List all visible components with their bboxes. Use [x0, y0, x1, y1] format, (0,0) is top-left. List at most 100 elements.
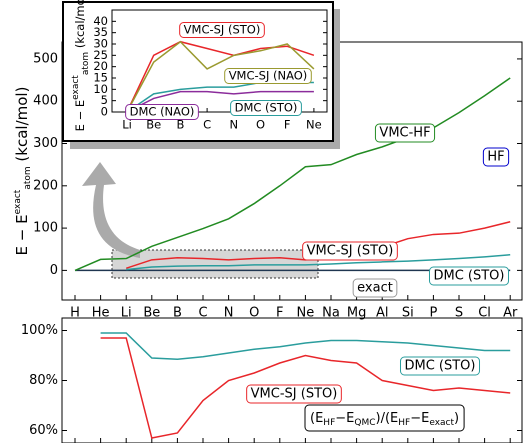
y-axis-label-part: E − E — [13, 214, 31, 255]
series-line — [100, 337, 511, 439]
y-axis-label-part: atom — [23, 166, 33, 189]
x-tick-label: Ne — [297, 306, 315, 321]
series-line — [126, 40, 315, 113]
annotation-box — [179, 22, 265, 38]
formula-part: HF — [323, 418, 335, 428]
x-tick-label: He — [92, 306, 110, 321]
annotation: exact — [357, 281, 393, 296]
formula-box — [304, 404, 465, 432]
y-axis-label: E − Eexactatom (kcal/mol) — [71, 0, 91, 131]
formula-part: exact — [429, 418, 454, 428]
x-tick-label: F — [284, 118, 291, 132]
series-line — [126, 253, 511, 271]
y-axis-label-part: exact — [71, 75, 81, 100]
y-tick-label: 100% — [21, 323, 58, 338]
x-tick-label: Na — [322, 306, 340, 321]
x-tick-label: Be — [143, 306, 160, 321]
annotation: DMC (STO) — [404, 359, 475, 374]
x-tick-label: B — [173, 306, 182, 321]
y-tick-label: 0 — [101, 105, 108, 119]
formula-part: −E — [335, 411, 354, 426]
x-tick-label: Si — [402, 306, 414, 321]
y-tick-label: 15 — [93, 71, 108, 85]
x-tick-label: Li — [122, 118, 132, 132]
y-tick-label: 500 — [33, 51, 58, 66]
y-tick-label: 100 — [33, 221, 58, 236]
formula: (EHF−EQMC)/(EHF−Eexact) — [310, 411, 459, 428]
annotation-box — [428, 266, 510, 286]
formula-part: (E — [310, 411, 323, 426]
annotation: VMC-SJ (STO) — [307, 244, 394, 259]
y-axis-label-part: E − E — [73, 100, 87, 131]
x-tick-label: P — [429, 306, 437, 321]
y-tick-label: 400 — [33, 94, 58, 109]
annotation-box — [246, 384, 342, 404]
formula-part: ) — [454, 411, 459, 426]
annotation: VMC-HF — [379, 126, 430, 141]
annotation: VMC-SJ (STO) — [184, 23, 261, 37]
series-line — [74, 77, 511, 272]
x-tick-label: N — [224, 306, 234, 321]
x-tick-label: S — [455, 306, 463, 321]
series-line — [100, 332, 511, 361]
annotation-box — [302, 241, 398, 261]
y-axis-label-part: exact — [13, 189, 23, 214]
formula-part: )/(E — [376, 411, 399, 426]
x-tick-label: Ar — [503, 306, 518, 321]
x-tick-label: C — [203, 118, 211, 132]
x-tick-label: Li — [121, 306, 132, 321]
series-line — [126, 90, 314, 113]
series-line — [126, 40, 315, 113]
y-axis-label-part: (kcal/mol) — [73, 0, 87, 52]
annotation: DMC (NAO) — [130, 105, 195, 119]
y-axis-label-part: atom — [81, 52, 91, 75]
x-tick-label: Ne — [306, 118, 322, 132]
x-tick-label: C — [198, 306, 207, 321]
y-tick-label: 60% — [29, 423, 58, 438]
y-tick-label: 80% — [29, 373, 58, 388]
formula-part: −E — [410, 411, 429, 426]
annotation-box — [125, 104, 199, 120]
y-tick-label: 300 — [33, 136, 58, 151]
annotation: DMC (STO) — [433, 269, 504, 284]
zoom-arrow — [82, 162, 140, 258]
x-tick-label: Mg — [347, 306, 366, 321]
annotation-box — [230, 100, 302, 116]
annotation-box — [224, 68, 312, 84]
x-tick-label: O — [256, 118, 265, 132]
annotation: HF — [487, 150, 504, 165]
annotation: VMC-SJ (STO) — [251, 387, 338, 402]
y-axis-label-part: (kcal/mol) — [13, 87, 31, 167]
x-tick-label: Al — [376, 306, 389, 321]
annotation: VMC-SJ (NAO) — [229, 69, 308, 83]
y-tick-label: 0 — [50, 263, 58, 278]
y-tick-label: 25 — [93, 48, 108, 62]
y-axis-label: E − Eexactatom (kcal/mol) — [13, 87, 33, 256]
x-tick-label: H — [70, 306, 80, 321]
y-tick-label: 40 — [93, 14, 108, 28]
annotation-box — [399, 356, 481, 376]
formula-part: QMC — [354, 418, 375, 428]
y-tick-label: 10 — [93, 82, 108, 96]
zoom-region — [111, 249, 319, 279]
y-tick-label: 200 — [33, 178, 58, 193]
x-tick-label: Cl — [478, 306, 491, 321]
formula-part: HF — [398, 418, 410, 428]
y-tick-label: 5 — [101, 93, 108, 107]
y-tick-label: 30 — [93, 37, 108, 51]
annotation: DMC (STO) — [235, 101, 298, 115]
x-tick-label: B — [176, 118, 184, 132]
x-tick-label: N — [229, 118, 238, 132]
annotation-box — [374, 123, 436, 143]
x-tick-label: O — [249, 306, 259, 321]
y-tick-label: 20 — [93, 59, 108, 73]
x-tick-label: F — [276, 306, 283, 321]
y-tick-label: 35 — [93, 25, 108, 39]
ratio-chart: 60%80%100%DMC (STO)VMC-SJ (STO)(EHF−EQMC… — [21, 317, 523, 443]
annotation-box — [482, 147, 510, 167]
x-tick-label: Be — [146, 118, 161, 132]
annotation-box — [352, 278, 398, 298]
